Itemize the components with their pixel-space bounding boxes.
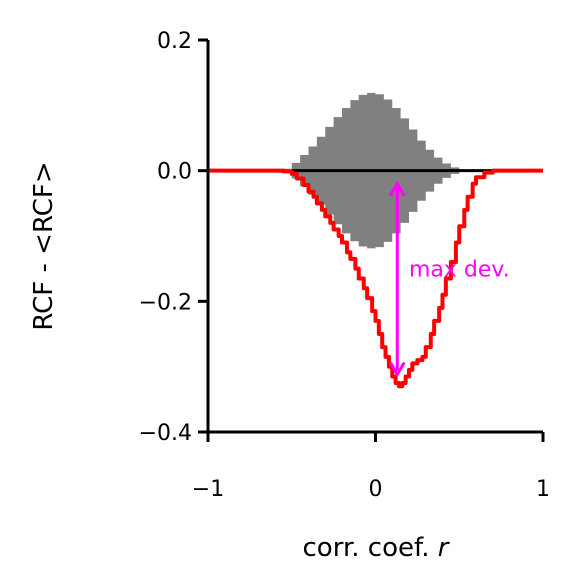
x-axis-title-text: corr. coef. bbox=[303, 533, 430, 563]
max-dev-label: max dev. bbox=[409, 258, 510, 283]
rcf-deviation-line bbox=[208, 168, 543, 389]
axes: 0.2 0.0 −0.2 −0.4 −1 0 1 bbox=[139, 29, 550, 502]
max-dev-arrow-head-bottom bbox=[388, 361, 406, 378]
y-tick-label: −0.4 bbox=[139, 421, 192, 446]
y-tick-label: 0.2 bbox=[157, 29, 192, 54]
x-axis-title-variable: r bbox=[438, 533, 451, 563]
y-tick-label: 0.0 bbox=[157, 160, 192, 185]
x-axis-title: corr. coef. r bbox=[303, 533, 451, 563]
x-ticks: −1 0 1 bbox=[192, 432, 550, 502]
y-ticks: 0.2 0.0 −0.2 −0.4 bbox=[139, 29, 208, 446]
plot-area: max dev. bbox=[208, 92, 543, 389]
y-tick-label: −0.2 bbox=[139, 290, 192, 315]
x-tick-label: 0 bbox=[369, 477, 383, 502]
x-tick-label: 1 bbox=[536, 477, 550, 502]
y-axis-title: RCF - <RCF> bbox=[29, 161, 59, 330]
max-dev-arrow-head-top bbox=[388, 180, 406, 197]
x-tick-label: −1 bbox=[192, 477, 224, 502]
